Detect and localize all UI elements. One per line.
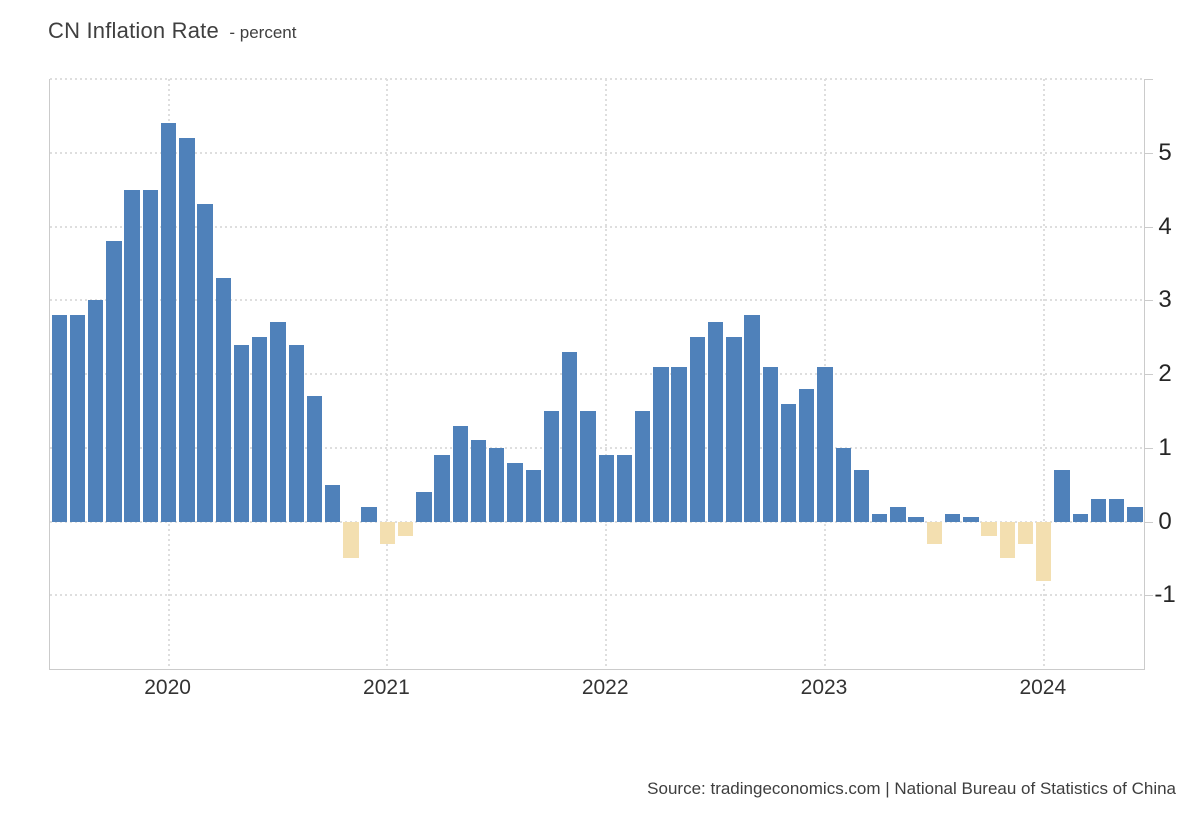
gridline-y-4 xyxy=(50,225,1144,228)
bar-2020-11[interactable] xyxy=(343,521,359,559)
bar-2019-08[interactable] xyxy=(69,315,86,522)
bar-2022-02[interactable] xyxy=(616,455,633,522)
gridline-x-2021 xyxy=(386,79,389,669)
bar-2023-01[interactable] xyxy=(817,366,833,522)
plot-area xyxy=(49,78,1153,670)
bar-2023-04[interactable] xyxy=(872,514,888,522)
gridline-y-2 xyxy=(50,373,1144,375)
bar-2022-11[interactable] xyxy=(780,403,797,522)
gridline-y-3 xyxy=(50,299,1144,302)
bar-2024-01[interactable] xyxy=(1036,521,1052,581)
bar-2023-03[interactable] xyxy=(853,469,870,522)
bar-2024-06[interactable] xyxy=(1127,506,1143,522)
y-tick-2 xyxy=(1144,374,1153,375)
y-tick--1 xyxy=(1144,595,1153,597)
bar-2022-12[interactable] xyxy=(799,388,815,522)
x-axis-label-2023: 2023 xyxy=(800,676,848,699)
gridline-x-2024 xyxy=(1042,79,1045,669)
gridline-y-5 xyxy=(50,151,1144,154)
bar-2022-01[interactable] xyxy=(598,455,614,522)
y-axis-label-3: 3 xyxy=(1158,286,1172,314)
bar-2020-04[interactable] xyxy=(215,278,231,522)
y-tick-6 xyxy=(1144,79,1153,80)
bar-2021-01[interactable] xyxy=(379,521,396,544)
bar-2023-06[interactable] xyxy=(908,517,924,522)
bar-2020-07[interactable] xyxy=(270,322,286,522)
x-axis-label-2020: 2020 xyxy=(144,676,191,699)
bar-2022-08[interactable] xyxy=(726,337,742,522)
bar-2020-01[interactable] xyxy=(160,123,177,522)
bar-2021-09[interactable] xyxy=(525,469,541,522)
bar-2024-02[interactable] xyxy=(1054,469,1070,522)
bar-2022-07[interactable] xyxy=(707,322,724,522)
bar-2020-02[interactable] xyxy=(179,138,195,522)
bar-2020-03[interactable] xyxy=(197,204,213,522)
bar-2023-12[interactable] xyxy=(1017,521,1034,544)
bar-2019-11[interactable] xyxy=(124,189,140,522)
bar-2019-09[interactable] xyxy=(87,300,104,522)
y-axis-label-5: 5 xyxy=(1158,138,1172,166)
y-axis-label-1: 1 xyxy=(1158,433,1172,461)
y-tick-4 xyxy=(1144,226,1153,228)
bar-2021-03[interactable] xyxy=(416,492,432,522)
y-tick-0 xyxy=(1144,521,1153,523)
bar-2023-08[interactable] xyxy=(944,514,961,522)
bar-2020-06[interactable] xyxy=(252,337,268,522)
x-axis-label-2021: 2021 xyxy=(363,676,410,699)
bar-2020-09[interactable] xyxy=(306,396,323,522)
y-axis-label--1: -1 xyxy=(1154,581,1176,609)
bar-2019-10[interactable] xyxy=(106,241,122,522)
bar-2023-10[interactable] xyxy=(981,521,997,537)
bar-2021-07[interactable] xyxy=(489,447,505,522)
gridline-y-0 xyxy=(50,520,1144,523)
gridline-x-2022 xyxy=(605,79,608,669)
y-tick-3 xyxy=(1144,300,1153,302)
gridline-y-1 xyxy=(50,446,1144,449)
bar-2023-07[interactable] xyxy=(926,521,943,544)
y-tick-1 xyxy=(1144,447,1153,449)
bar-2024-04[interactable] xyxy=(1090,499,1107,522)
y-axis-label-4: 4 xyxy=(1158,212,1172,240)
y-axis-label-0: 0 xyxy=(1158,507,1172,535)
chart-subtitle-text: - percent xyxy=(229,23,297,42)
bar-2022-03[interactable] xyxy=(634,410,651,522)
gridline-y--1 xyxy=(50,594,1144,597)
x-axis-label-2024: 2024 xyxy=(1019,676,1067,699)
bar-2021-06[interactable] xyxy=(470,440,487,522)
y-axis-label-2: 2 xyxy=(1158,360,1172,387)
bar-2021-04[interactable] xyxy=(434,455,450,522)
bar-2022-09[interactable] xyxy=(744,315,760,522)
bar-2021-08[interactable] xyxy=(507,462,523,522)
bar-2023-02[interactable] xyxy=(835,447,851,522)
bar-2022-04[interactable] xyxy=(653,366,669,522)
bar-2021-11[interactable] xyxy=(562,351,578,522)
bar-2023-09[interactable] xyxy=(963,517,979,522)
bar-2021-12[interactable] xyxy=(580,410,596,522)
bar-2019-07[interactable] xyxy=(51,315,67,522)
bar-2020-12[interactable] xyxy=(361,506,377,522)
bar-2022-10[interactable] xyxy=(762,366,778,522)
bar-2024-05[interactable] xyxy=(1109,499,1125,522)
bar-2021-10[interactable] xyxy=(543,410,560,522)
bar-2020-05[interactable] xyxy=(233,344,250,522)
bar-2023-05[interactable] xyxy=(890,506,906,522)
gridline-y-6 xyxy=(50,78,1144,80)
bar-2021-02[interactable] xyxy=(397,521,414,537)
bar-2020-08[interactable] xyxy=(288,344,304,522)
bar-2019-12[interactable] xyxy=(142,189,159,522)
bar-2021-05[interactable] xyxy=(452,425,469,522)
bar-2022-06[interactable] xyxy=(689,337,706,522)
source-attribution: Source: tradingeconomics.com | National … xyxy=(647,779,1176,798)
y-tick-5 xyxy=(1144,152,1153,154)
x-axis-label-2022: 2022 xyxy=(581,676,629,699)
chart-title-text: CN Inflation Rate xyxy=(48,18,219,43)
chart-title: CN Inflation Rate - percent xyxy=(48,18,296,44)
bar-2022-05[interactable] xyxy=(671,366,687,522)
bar-2023-11[interactable] xyxy=(999,521,1016,559)
bar-2020-10[interactable] xyxy=(325,484,341,522)
bar-2024-03[interactable] xyxy=(1072,514,1088,522)
